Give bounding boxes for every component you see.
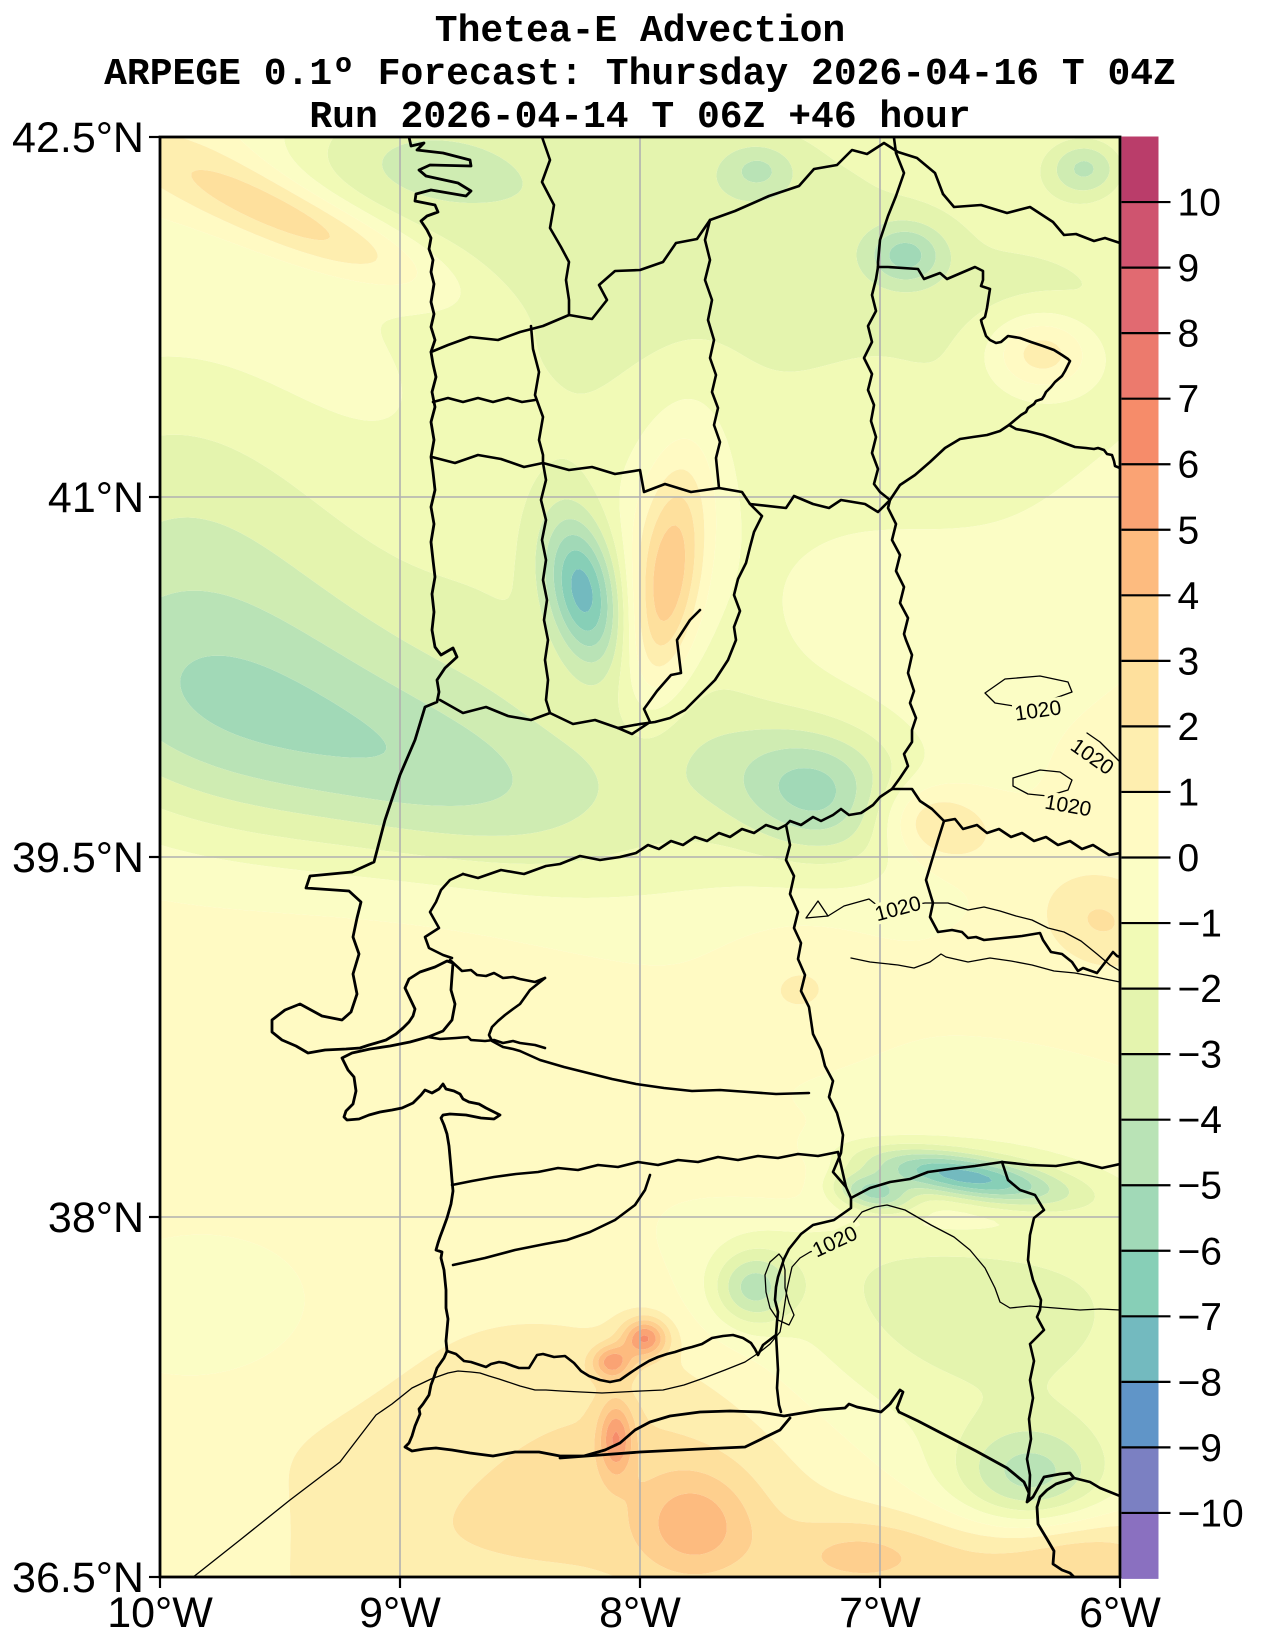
svg-text:−9: −9 bbox=[1178, 1427, 1222, 1470]
svg-text:41°N: 41°N bbox=[48, 474, 144, 522]
svg-text:7°W: 7°W bbox=[839, 1589, 921, 1637]
svg-text:6°W: 6°W bbox=[1079, 1589, 1161, 1637]
svg-text:−6: −6 bbox=[1178, 1230, 1222, 1273]
svg-text:5: 5 bbox=[1178, 509, 1200, 552]
svg-text:36.5°N: 36.5°N bbox=[12, 1554, 144, 1602]
svg-text:−1: −1 bbox=[1178, 903, 1222, 946]
svg-text:7: 7 bbox=[1178, 378, 1200, 421]
svg-text:4: 4 bbox=[1178, 575, 1200, 618]
svg-text:−10: −10 bbox=[1178, 1492, 1244, 1535]
svg-text:1: 1 bbox=[1178, 771, 1200, 814]
svg-text:0: 0 bbox=[1178, 837, 1200, 880]
svg-text:−7: −7 bbox=[1178, 1296, 1222, 1339]
svg-text:42.5°N: 42.5°N bbox=[12, 114, 144, 162]
svg-text:Run 2026-04-14 T 06Z +46 hour: Run 2026-04-14 T 06Z +46 hour bbox=[309, 96, 970, 139]
svg-text:9: 9 bbox=[1178, 247, 1200, 290]
svg-text:ARPEGE 0.1º Forecast: Thursday: ARPEGE 0.1º Forecast: Thursday 2026-04-1… bbox=[104, 53, 1176, 96]
svg-text:−8: −8 bbox=[1178, 1361, 1222, 1404]
svg-text:10°W: 10°W bbox=[107, 1589, 213, 1637]
svg-text:10: 10 bbox=[1178, 182, 1221, 225]
svg-text:38°N: 38°N bbox=[48, 1194, 144, 1242]
svg-text:9°W: 9°W bbox=[359, 1589, 441, 1637]
svg-text:2: 2 bbox=[1178, 706, 1200, 749]
svg-text:39.5°N: 39.5°N bbox=[12, 834, 144, 882]
svg-text:Thetea-E Advection: Thetea-E Advection bbox=[435, 10, 845, 53]
svg-text:8°W: 8°W bbox=[599, 1589, 681, 1637]
svg-text:−3: −3 bbox=[1178, 1034, 1222, 1077]
svg-text:6: 6 bbox=[1178, 444, 1200, 487]
svg-text:−5: −5 bbox=[1178, 1165, 1222, 1208]
svg-text:3: 3 bbox=[1178, 640, 1200, 683]
svg-text:−2: −2 bbox=[1178, 968, 1222, 1011]
svg-text:8: 8 bbox=[1178, 313, 1200, 356]
svg-text:−4: −4 bbox=[1178, 1099, 1222, 1142]
